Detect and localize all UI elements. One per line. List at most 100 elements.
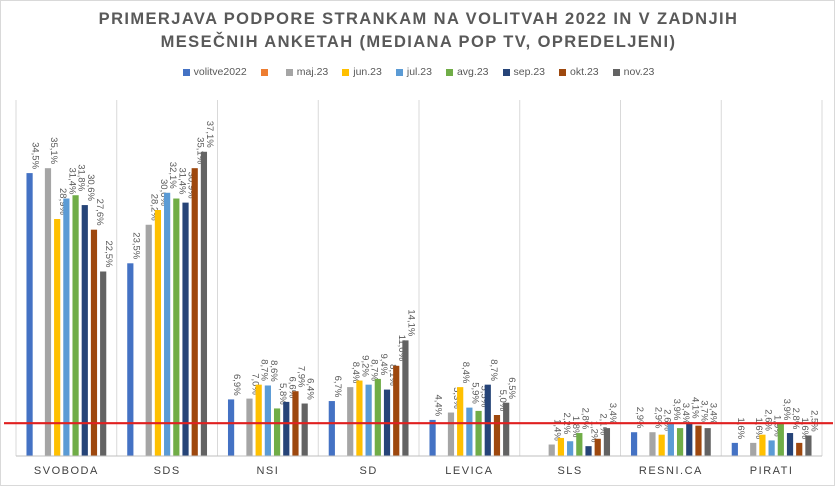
data-label: 14,1%	[405, 309, 416, 336]
data-label: 31,4%	[66, 168, 77, 195]
data-label: 5,8%	[277, 383, 288, 405]
data-label: 3,7%	[698, 400, 709, 422]
data-label: 27,6%	[94, 199, 105, 226]
bar-sls-nov.23	[603, 428, 611, 456]
legend-swatch	[445, 68, 453, 76]
bar-sls-okt.23	[594, 438, 601, 456]
data-label: 3,4%	[607, 403, 618, 425]
data-label: 8,1%	[387, 364, 398, 386]
legend-label: volitve2022	[193, 66, 247, 78]
legend-label: jul.23	[406, 66, 432, 78]
data-label: 30,0%	[158, 179, 169, 206]
data-label: 8,7%	[259, 359, 270, 381]
data-label: 2,6%	[662, 409, 673, 431]
legend-swatch	[342, 68, 350, 76]
bar-svoboda-okt.23	[90, 229, 98, 456]
data-label: 28,9%	[57, 188, 68, 215]
bar-sds-jun.23	[154, 210, 162, 456]
category-label: LEVICA	[445, 465, 493, 477]
data-label: 8,7%	[369, 359, 380, 381]
bar-sd-nov.23	[402, 340, 409, 456]
data-label: 37,1%	[204, 121, 215, 148]
data-label: 30,6%	[85, 174, 96, 201]
category-label: PIRATI	[750, 465, 794, 477]
legend-item-okt.23: okt.23	[559, 66, 599, 78]
bar-sds-okt.23	[191, 168, 198, 456]
bar-levica-okt.23	[493, 415, 501, 456]
data-label: 6,5%	[506, 377, 517, 399]
bar-pirati-okt.23	[796, 442, 803, 456]
legend-label: nov.23	[623, 66, 655, 78]
bar-sds-avg.23	[173, 198, 180, 456]
bar-resni-ca-sep.23	[686, 422, 693, 456]
bar-resni-ca-nov.23	[704, 428, 711, 456]
data-label: 31,8%	[76, 164, 87, 191]
bar-sls-sep.23	[585, 446, 592, 456]
data-label: 3,9%	[781, 399, 792, 421]
legend-swatch	[285, 68, 293, 76]
bar-sls-jun.23	[557, 437, 565, 456]
data-label: 6,4%	[305, 378, 316, 400]
bar-sls-avg.23	[576, 433, 583, 456]
bar-levica-nov.23	[503, 402, 510, 456]
legend-swatch	[395, 68, 403, 76]
chart-legend: volitve2022 maj.23 jun.23 jul.23 avg.23 sep.2…	[0, 66, 837, 78]
bar-nsi-jun.23	[255, 384, 262, 456]
data-label: 2,9%	[652, 407, 663, 429]
bar-sls-jul.23	[567, 441, 574, 456]
data-label: 2,8%	[579, 408, 590, 430]
data-label: 2,1%	[598, 413, 609, 435]
bar-levica-maj.23	[447, 412, 455, 456]
data-label: 1,4%	[552, 419, 563, 441]
legend-label: avg.23	[456, 66, 489, 78]
category-label: SLS	[557, 465, 582, 477]
bar-levica-avg.23	[475, 410, 482, 456]
legend-item-jul.23: jul.23	[395, 66, 432, 78]
data-label: 11,0%	[396, 335, 407, 362]
legend-swatch	[502, 68, 510, 76]
data-label: 35,1%	[48, 137, 59, 164]
data-label: 5,3%	[451, 387, 462, 409]
bar-nsi-volitve2022	[227, 399, 235, 456]
legend-swatch	[182, 68, 190, 76]
bar-nsi-avg.23	[273, 408, 281, 456]
bar-svoboda-sep.23	[81, 205, 88, 456]
bar-sds-volitve2022	[127, 263, 134, 456]
bar-resni-ca-okt.23	[695, 425, 702, 456]
category-label: RESNI.CA	[639, 465, 703, 477]
category-label: NSI	[256, 465, 279, 477]
bar-resni-ca-volitve2022	[630, 432, 638, 456]
data-label: 8,7%	[488, 359, 499, 381]
bar-sds-jul.23	[164, 192, 171, 456]
bar-sd-jul.23	[365, 384, 372, 456]
data-label: 8,6%	[268, 360, 279, 382]
data-label: 32,1%	[167, 162, 178, 189]
bar-svoboda-volitve2022	[26, 173, 33, 456]
bar-sd-avg.23	[374, 378, 381, 456]
data-label: 2,6%	[762, 409, 773, 431]
bar-sds-nov.23	[200, 151, 208, 456]
data-label: 35,1%	[195, 137, 206, 164]
legend-item-volitve2022: volitve2022	[182, 66, 247, 78]
bar-svoboda-nov.23	[100, 271, 107, 456]
legend-label: sep.23	[513, 66, 546, 78]
bar-nsi-jul.23	[264, 385, 271, 456]
data-label: 5,0%	[497, 390, 508, 412]
legend-label: okt.23	[570, 66, 599, 78]
data-label: 2,5%	[808, 410, 819, 432]
data-label: 1,6%	[735, 417, 746, 439]
data-label: 30,9%	[186, 172, 197, 199]
legend-item-nov.23: nov.23	[612, 66, 655, 78]
data-label: 6,9%	[231, 374, 242, 396]
bar-pirati-volitve2022	[731, 442, 738, 456]
bar-nsi-nov.23	[301, 403, 308, 456]
data-label: 1,8%	[570, 416, 581, 438]
data-label: 34,5%	[30, 142, 41, 169]
data-label: 1,2%	[589, 421, 600, 443]
chart-title-line1: PRIMERJAVA PODPORE STRANKAM NA VOLITVAH …	[98, 10, 739, 28]
data-label: 5,9%	[469, 382, 480, 404]
bar-levica-jul.23	[466, 407, 473, 456]
bar-resni-ca-maj.23	[649, 432, 656, 456]
data-label: 22,5%	[103, 241, 114, 268]
